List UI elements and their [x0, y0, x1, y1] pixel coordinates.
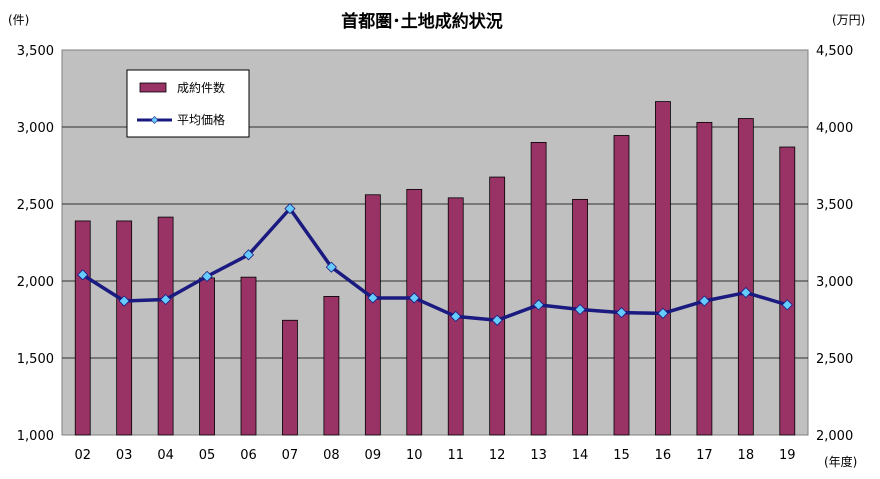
line-point	[118, 295, 130, 307]
x-tick-label: 13	[530, 448, 547, 463]
right-tick-label: 3,000	[816, 275, 853, 290]
x-tick-label: 12	[489, 448, 506, 463]
legend-bar-swatch	[139, 82, 167, 93]
bar	[572, 198, 588, 436]
x-tick-label: 03	[116, 448, 133, 463]
right-tick-label: 3,500	[816, 198, 853, 213]
line-series	[77, 203, 793, 326]
line-point	[201, 270, 213, 282]
line-point	[77, 269, 89, 281]
left-tick-label: 1,500	[17, 352, 54, 367]
bar	[489, 176, 506, 436]
x-tick-label: 05	[199, 448, 216, 463]
legend-label-line: 平均価格	[177, 112, 225, 127]
bar-series	[74, 101, 796, 436]
line-point	[657, 307, 669, 319]
x-tick-label: 10	[406, 448, 423, 463]
left-tick-label: 3,000	[17, 121, 54, 136]
gridlines	[62, 126, 808, 359]
line-point	[160, 293, 172, 306]
left-axis-unit: (件)	[8, 13, 29, 27]
legend-label-bars: 成約件数	[177, 80, 225, 95]
left-axis-ticks: 1,000 1,500 2,000 2,500 3,000 3,500	[17, 44, 54, 444]
x-tick-label: 04	[157, 448, 174, 463]
line-point	[367, 292, 379, 304]
left-tick-label: 2,500	[17, 198, 54, 213]
line-point	[698, 295, 710, 307]
left-tick-label: 1,000	[17, 429, 54, 444]
line-point	[781, 299, 793, 311]
left-tick-label: 2,000	[17, 275, 54, 290]
right-axis-unit: (万円)	[832, 13, 865, 27]
right-tick-label: 4,000	[816, 121, 853, 136]
x-tick-label: 06	[240, 448, 257, 463]
bar	[530, 141, 547, 436]
x-tick-label: 19	[779, 448, 796, 463]
x-tick-label: 16	[655, 448, 672, 463]
x-axis-ticks: 02 03 04 05 06 07 08 09 10 11 12 13 14 15 16 17 18 19	[74, 448, 795, 463]
price-line	[81, 206, 788, 323]
bar	[74, 220, 91, 436]
bar	[323, 295, 340, 436]
legend-box	[126, 69, 250, 138]
left-tick-label: 3,500	[17, 44, 54, 59]
legend-line-marker	[150, 116, 159, 124]
bar	[696, 121, 713, 436]
x-tick-label: 07	[282, 448, 299, 463]
line-point	[615, 307, 628, 319]
bar	[157, 216, 174, 436]
x-tick-label: 11	[447, 448, 464, 463]
line-point	[574, 303, 586, 316]
line-point	[533, 299, 545, 311]
x-axis-unit: (年度)	[824, 454, 857, 469]
right-tick-label: 2,500	[816, 352, 853, 367]
bar	[613, 135, 630, 436]
line-point	[325, 261, 337, 273]
bar	[199, 277, 215, 436]
x-tick-label: 08	[323, 448, 340, 463]
bar	[655, 101, 671, 436]
bar	[282, 319, 298, 436]
line-point	[491, 314, 503, 326]
bar	[406, 188, 423, 436]
right-axis-ticks: 2,000 2,500 3,000 3,500 4,000 4,500	[816, 44, 853, 444]
line-point	[284, 203, 296, 215]
line-point	[242, 249, 255, 261]
x-tick-label: 02	[74, 448, 91, 463]
bar	[779, 146, 796, 436]
x-tick-label: 14	[572, 448, 589, 463]
x-tick-label: 09	[365, 448, 382, 463]
bar	[737, 118, 754, 436]
right-tick-label: 2,000	[816, 429, 853, 444]
x-tick-label: 17	[696, 448, 713, 463]
x-tick-label: 15	[613, 448, 630, 463]
chart-title: 首都圏･土地成約状況	[341, 11, 503, 32]
bar	[364, 194, 381, 436]
line-point	[740, 286, 752, 299]
x-tick-label: 18	[738, 448, 755, 463]
line-point	[450, 310, 462, 322]
right-tick-label: 4,500	[816, 44, 853, 59]
bar	[240, 276, 257, 436]
line-point	[408, 292, 420, 304]
bar	[116, 220, 133, 436]
legend: 成約件数 平均価格	[126, 69, 250, 138]
